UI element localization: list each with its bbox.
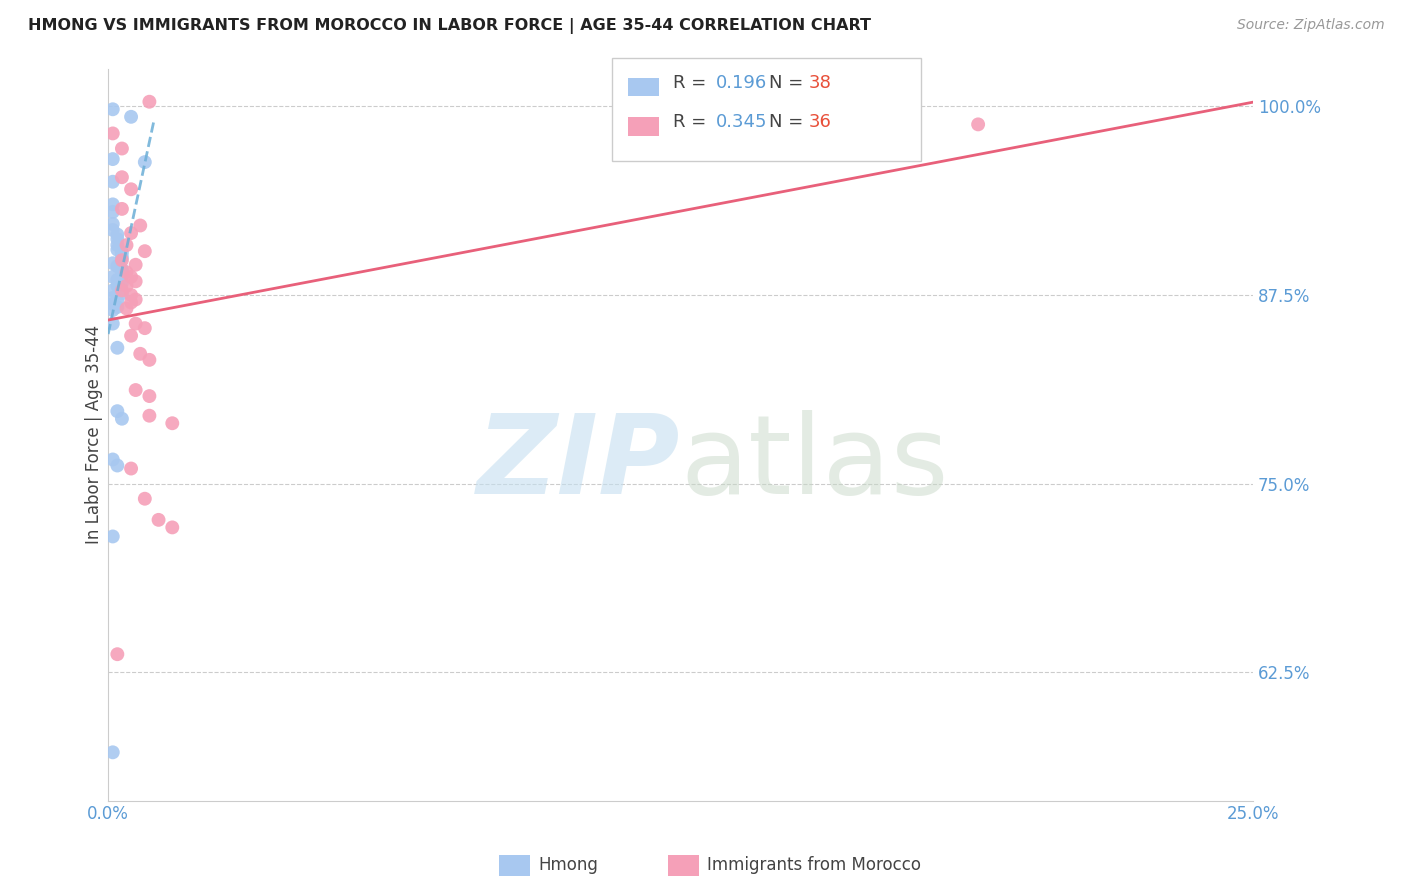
Point xyxy=(105,273,128,287)
Point xyxy=(101,217,124,231)
Point xyxy=(105,300,128,314)
Point xyxy=(124,274,146,288)
Point xyxy=(115,301,138,316)
Point xyxy=(101,317,124,331)
Point xyxy=(101,256,124,270)
Text: atlas: atlas xyxy=(681,410,949,517)
Text: 38: 38 xyxy=(808,74,831,92)
Point xyxy=(120,328,142,343)
Point xyxy=(111,411,134,425)
Point xyxy=(138,95,160,109)
Point xyxy=(105,278,128,293)
Point xyxy=(101,291,124,305)
Point xyxy=(101,529,124,543)
Point xyxy=(111,262,134,277)
Point xyxy=(105,260,128,274)
Point xyxy=(138,409,160,423)
Point xyxy=(101,297,124,311)
Text: R =: R = xyxy=(673,74,713,92)
Point xyxy=(101,745,124,759)
Text: 36: 36 xyxy=(808,113,831,131)
Point xyxy=(105,293,128,308)
Point xyxy=(124,317,146,331)
Text: N =: N = xyxy=(769,74,808,92)
Point xyxy=(101,452,124,467)
Point xyxy=(111,265,134,279)
Point xyxy=(124,383,146,397)
Point xyxy=(111,253,134,268)
Point xyxy=(115,238,138,252)
Point xyxy=(101,303,124,318)
Point xyxy=(967,117,990,131)
Text: HMONG VS IMMIGRANTS FROM MOROCCO IN LABOR FORCE | AGE 35-44 CORRELATION CHART: HMONG VS IMMIGRANTS FROM MOROCCO IN LABO… xyxy=(28,18,872,34)
Point xyxy=(120,182,142,196)
Text: N =: N = xyxy=(769,113,808,131)
Point xyxy=(115,265,138,279)
Text: ZIP: ZIP xyxy=(477,410,681,517)
Point xyxy=(111,286,134,301)
Text: 0.345: 0.345 xyxy=(716,113,768,131)
Point xyxy=(105,458,128,473)
Point xyxy=(111,170,134,185)
Point xyxy=(120,295,142,310)
Point xyxy=(101,175,124,189)
Point xyxy=(148,513,170,527)
Point xyxy=(105,647,128,661)
Point xyxy=(111,276,134,290)
Point xyxy=(101,127,124,141)
Point xyxy=(134,491,156,506)
Point xyxy=(101,197,124,211)
Point xyxy=(101,103,124,117)
Text: Immigrants from Morocco: Immigrants from Morocco xyxy=(707,856,921,874)
Point xyxy=(115,278,138,293)
Point xyxy=(105,243,128,257)
Point xyxy=(120,461,142,475)
Point xyxy=(138,389,160,403)
Point xyxy=(101,223,124,237)
Point xyxy=(129,219,152,233)
Point xyxy=(101,205,124,219)
Text: R =: R = xyxy=(673,113,713,131)
Point xyxy=(105,232,128,246)
Point xyxy=(105,341,128,355)
Y-axis label: In Labor Force | Age 35-44: In Labor Force | Age 35-44 xyxy=(86,325,103,544)
Point xyxy=(111,284,134,298)
Point xyxy=(101,269,124,284)
Text: Hmong: Hmong xyxy=(538,856,599,874)
Point xyxy=(134,244,156,259)
Point xyxy=(162,520,184,534)
Point xyxy=(120,288,142,302)
Point xyxy=(120,269,142,284)
Point xyxy=(111,142,134,156)
Point xyxy=(105,238,128,252)
Point xyxy=(138,352,160,367)
Point xyxy=(134,321,156,335)
Point xyxy=(111,245,134,260)
Text: 0.196: 0.196 xyxy=(716,74,766,92)
Text: Source: ZipAtlas.com: Source: ZipAtlas.com xyxy=(1237,18,1385,32)
Point xyxy=(111,250,134,264)
Point xyxy=(120,226,142,240)
Point xyxy=(101,284,124,298)
Point xyxy=(111,202,134,216)
Point xyxy=(134,155,156,169)
Point xyxy=(129,347,152,361)
Point xyxy=(120,110,142,124)
Point xyxy=(162,416,184,430)
Point xyxy=(105,227,128,242)
Point xyxy=(105,404,128,418)
Point xyxy=(124,258,146,272)
Point xyxy=(124,293,146,307)
Point xyxy=(101,152,124,166)
